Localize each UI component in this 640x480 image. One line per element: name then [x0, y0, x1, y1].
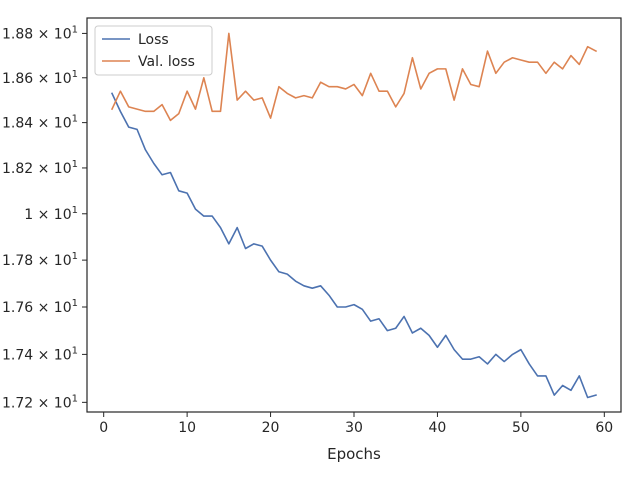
x-tick-label: 0 [99, 420, 108, 436]
y-axis: 1.72 × 101 1.74 × 101 1.76 × 101 1.78 × 101… [2, 24, 87, 411]
x-tick-label: 30 [345, 420, 363, 436]
series-layer [110, 32, 598, 399]
x-tick-label: 20 [262, 420, 280, 436]
y-tick-label: 1.86 × 101 [2, 69, 78, 87]
x-tick-label: 50 [512, 420, 530, 436]
series-line-loss [110, 92, 597, 399]
x-tick-label: 40 [429, 420, 447, 436]
plot-frame [86, 17, 622, 413]
y-tick-label: 1.78 × 101 [2, 251, 78, 269]
plot-area [87, 18, 621, 412]
x-axis-label: Epochs [327, 445, 381, 463]
legend: Loss Val. loss [94, 25, 213, 76]
x-tick-label: 10 [178, 420, 196, 436]
y-tick-label: 1.84 × 101 [2, 114, 78, 132]
y-tick-label: 1.88 × 101 [2, 24, 78, 42]
series-line-val-loss [110, 32, 598, 122]
y-tick-label: 1.74 × 101 [2, 345, 78, 363]
x-axis: 0 10 20 30 40 50 60 [99, 412, 613, 436]
legend-label: Val. loss [138, 54, 195, 70]
y-tick-label: 1.76 × 101 [2, 298, 78, 316]
y-tick-label: 1.72 × 101 [2, 393, 78, 411]
y-tick-label: 1 × 101 [24, 205, 78, 223]
y-tick-label: 1.82 × 101 [2, 159, 78, 177]
x-tick-label: 60 [595, 420, 613, 436]
legend-label: Loss [138, 32, 169, 48]
